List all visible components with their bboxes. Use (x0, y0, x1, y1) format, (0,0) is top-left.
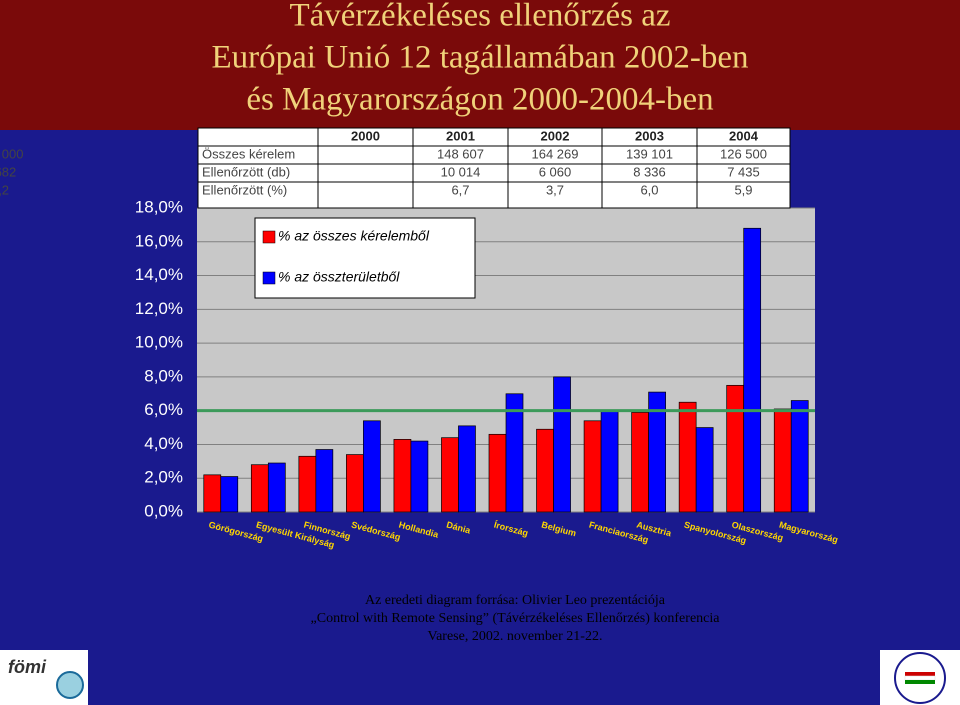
bar (203, 474, 222, 513)
bar (505, 393, 524, 513)
bar (600, 410, 619, 513)
bar (648, 391, 666, 513)
table-cell: 6,7 (451, 182, 469, 197)
legend (254, 217, 476, 299)
source-box (175, 582, 855, 652)
y-tick-label: 16,0% (135, 231, 183, 250)
table-cell: 126 500 (720, 146, 767, 161)
bar (315, 449, 334, 513)
row-label: Ellenőrzött (db) (202, 164, 290, 179)
bar (631, 412, 649, 513)
bar (488, 433, 507, 513)
source-line: Az eredeti diagram forrása: Olivier Leo … (365, 593, 666, 608)
legend-label: % az összterületből (278, 269, 400, 285)
source-line: „Control with Remote Sensing” (Távérzéke… (311, 611, 721, 626)
y-tick-label: 18,0% (135, 197, 183, 216)
y-tick-label: 0,0% (144, 501, 183, 520)
title-line: Távérzékeléses ellenőrzés az (289, 0, 670, 34)
bar (441, 437, 459, 513)
table-cell: 148 607 (437, 146, 484, 161)
y-tick-label: 2,0% (144, 468, 183, 487)
table-cell: 8 682 (0, 164, 16, 179)
table-cell: 6,0 (640, 182, 658, 197)
table-cell: 7 435 (727, 164, 760, 179)
y-tick-label: 6,0% (144, 400, 183, 419)
logo-left: fömi (0, 650, 88, 705)
logo-right (880, 650, 960, 705)
table-cell: 6 060 (539, 164, 572, 179)
table-cell: 8 336 (633, 164, 666, 179)
bar (220, 476, 239, 513)
row-label: Ellenőrzött (%) (202, 182, 287, 197)
bar (458, 425, 476, 513)
y-tick-label: 10,0% (135, 333, 183, 352)
bar (410, 440, 429, 513)
bar (298, 455, 317, 513)
bar (743, 227, 762, 513)
table-header: 2002 (541, 128, 570, 143)
legend-swatch (262, 230, 276, 244)
bar (346, 454, 364, 513)
title-band (0, 0, 960, 130)
bar (695, 427, 714, 513)
table-cell: 139 101 (626, 146, 673, 161)
row-label: Összes kérelem (202, 146, 295, 161)
table-cell: 3,7 (546, 182, 564, 197)
bar (583, 420, 602, 513)
legend-label: % az összes kérelemből (278, 228, 430, 244)
table-cell: 208 000 (0, 146, 24, 161)
bar (790, 400, 809, 513)
y-tick-label: 4,0% (144, 434, 183, 453)
legend-swatch (262, 271, 276, 285)
table-header: 2003 (635, 128, 664, 143)
y-tick-label: 14,0% (135, 265, 183, 284)
table-cell: 4,2 (0, 182, 9, 197)
table-cell: 5,9 (734, 182, 752, 197)
y-tick-label: 8,0% (144, 366, 183, 385)
title-line: Európai Unió 12 tagállamában 2002-ben (211, 40, 748, 76)
bar (267, 462, 286, 513)
table-header: 2004 (729, 128, 759, 143)
svg-text:fömi: fömi (8, 657, 47, 677)
bar (726, 384, 745, 513)
bar (363, 420, 381, 513)
title-line: és Magyarországon 2000-2004-ben (246, 82, 713, 118)
bar (773, 408, 792, 513)
bar (393, 439, 412, 513)
bar (678, 401, 697, 513)
y-tick-label: 12,0% (135, 299, 183, 318)
table-header: 2000 (351, 128, 380, 143)
bar (553, 376, 571, 513)
table-cell: 164 269 (532, 146, 579, 161)
table-cell: 10 014 (441, 164, 481, 179)
bar (250, 464, 269, 513)
bar (536, 428, 554, 513)
data-table (197, 127, 791, 209)
source-line: Varese, 2002. november 21-22. (428, 629, 603, 644)
table-header: 2001 (446, 128, 475, 143)
